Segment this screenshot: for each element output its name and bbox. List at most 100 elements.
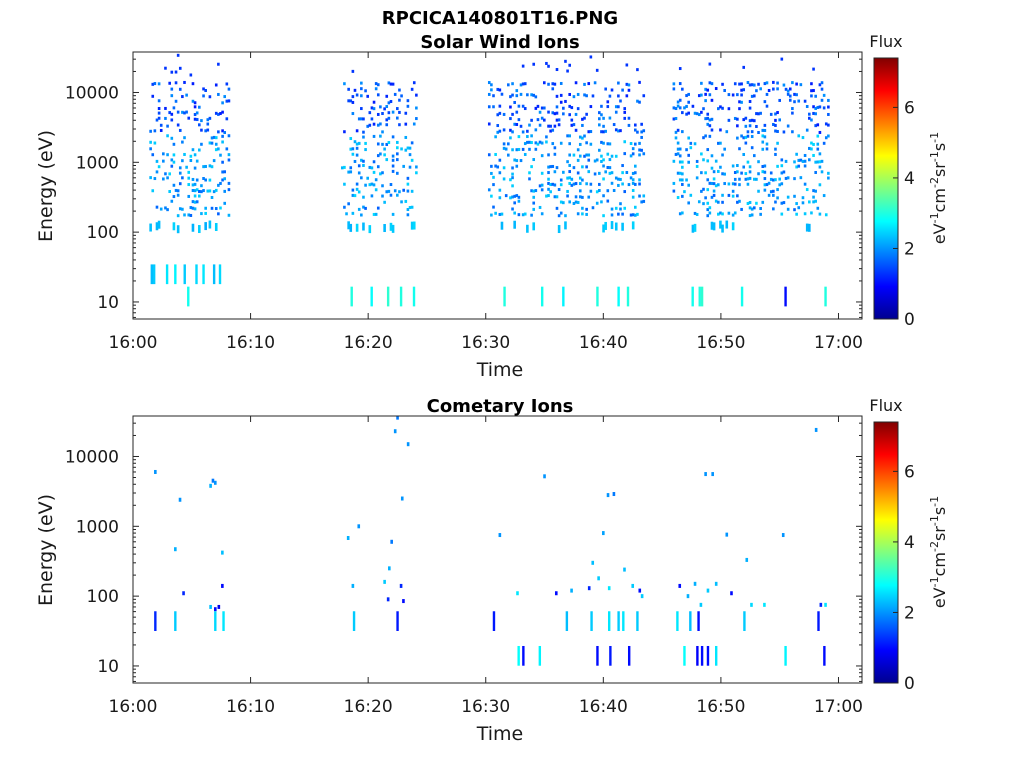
flux-cell bbox=[574, 200, 578, 204]
flux-cell bbox=[543, 474, 546, 479]
flux-cell bbox=[538, 140, 542, 144]
flux-band bbox=[540, 286, 544, 307]
flux-cell bbox=[687, 160, 690, 164]
flux-cell bbox=[202, 176, 205, 180]
flux-cell bbox=[511, 176, 514, 180]
flux-cell bbox=[568, 200, 571, 204]
flux-cell bbox=[610, 88, 614, 92]
flux-cell bbox=[587, 195, 591, 199]
flux-cell bbox=[712, 189, 716, 193]
flux-cell bbox=[810, 89, 813, 93]
flux-cell bbox=[540, 188, 544, 192]
flux-cell bbox=[362, 163, 365, 167]
flux-cell bbox=[786, 89, 790, 93]
flux-cell bbox=[702, 202, 705, 206]
flux-cell bbox=[602, 158, 605, 162]
flux-band bbox=[352, 611, 356, 631]
flux-band bbox=[350, 286, 353, 307]
flux-cell bbox=[200, 212, 203, 216]
flux-cell bbox=[388, 566, 391, 571]
flux-cell bbox=[750, 213, 754, 217]
flux-cell bbox=[387, 111, 391, 115]
flux-cell bbox=[538, 110, 542, 114]
flux-cell bbox=[368, 123, 372, 127]
flux-cell bbox=[744, 135, 748, 139]
flux-cell bbox=[818, 83, 822, 87]
flux-cell bbox=[763, 188, 767, 192]
flux-cell bbox=[376, 93, 380, 97]
flux-cell bbox=[602, 531, 605, 536]
flux-cell bbox=[757, 160, 760, 164]
flux-cell bbox=[360, 176, 363, 180]
flux-cell bbox=[822, 194, 826, 198]
flux-cell bbox=[509, 136, 512, 140]
flux-cell bbox=[410, 158, 414, 162]
flux-cell bbox=[629, 213, 633, 217]
flux-cell bbox=[383, 153, 386, 157]
flux-cell bbox=[513, 122, 516, 126]
flux-cell bbox=[191, 183, 195, 187]
flux-cell bbox=[827, 171, 830, 175]
flux-cell bbox=[221, 178, 224, 182]
flux-cell bbox=[223, 95, 227, 99]
flux-cell bbox=[623, 116, 627, 120]
flux-cell bbox=[553, 170, 557, 174]
flux-cell bbox=[627, 183, 631, 187]
flux-cell bbox=[631, 152, 635, 156]
flux-cell bbox=[801, 196, 805, 200]
flux-cell bbox=[717, 141, 720, 145]
flux-cell bbox=[700, 81, 703, 85]
flux-cell bbox=[172, 183, 176, 187]
flux-cell bbox=[600, 130, 603, 134]
flux-cell bbox=[545, 140, 548, 144]
flux-cell bbox=[410, 189, 414, 193]
flux-cell bbox=[717, 200, 720, 204]
flux-cell bbox=[370, 166, 374, 170]
flux-cell bbox=[763, 164, 767, 168]
flux-cell bbox=[742, 88, 746, 92]
flux-cell bbox=[193, 194, 197, 198]
flux-cell bbox=[155, 205, 159, 209]
flux-cell bbox=[625, 82, 629, 86]
flux-cell bbox=[227, 99, 231, 103]
flux-cell bbox=[183, 213, 186, 217]
flux-cell bbox=[532, 62, 536, 66]
flux-cell bbox=[187, 213, 191, 217]
flux-cell bbox=[568, 92, 571, 96]
flux-cell bbox=[496, 87, 500, 91]
flux-cell bbox=[181, 95, 184, 99]
flux-cell bbox=[581, 123, 584, 127]
flux-cell bbox=[702, 187, 705, 191]
flux-cell bbox=[619, 177, 622, 181]
flux-cell bbox=[187, 183, 191, 187]
flux-cell bbox=[631, 178, 635, 182]
flux-cell bbox=[357, 524, 361, 529]
flux-cell bbox=[619, 207, 622, 211]
flux-cell bbox=[782, 201, 786, 205]
y-tick-label: 100 bbox=[87, 587, 119, 607]
flux-cell bbox=[178, 166, 182, 170]
flux-cell bbox=[410, 205, 414, 209]
flux-cell bbox=[406, 213, 410, 217]
flux-cell bbox=[568, 63, 571, 67]
flux-cell bbox=[557, 123, 561, 127]
flux-cell bbox=[595, 201, 599, 205]
flux-cell bbox=[502, 142, 506, 146]
flux-cell bbox=[719, 211, 722, 215]
flux-cell bbox=[172, 195, 176, 199]
flux-cell bbox=[559, 141, 563, 145]
flux-cell bbox=[487, 122, 491, 126]
flux-cell bbox=[168, 81, 171, 85]
flux-cell bbox=[511, 82, 514, 86]
flux-cell bbox=[612, 492, 616, 497]
flux-cell bbox=[731, 182, 735, 186]
flux-cell bbox=[547, 64, 550, 68]
flux-cell bbox=[631, 213, 635, 217]
flux-cell bbox=[578, 135, 582, 139]
flux-cell bbox=[725, 220, 729, 229]
x-tick-label: 17:00 bbox=[814, 697, 863, 717]
flux-cell bbox=[540, 141, 544, 145]
flux-cell bbox=[678, 147, 682, 151]
flux-cell bbox=[699, 602, 703, 607]
flux-cell bbox=[170, 70, 174, 74]
